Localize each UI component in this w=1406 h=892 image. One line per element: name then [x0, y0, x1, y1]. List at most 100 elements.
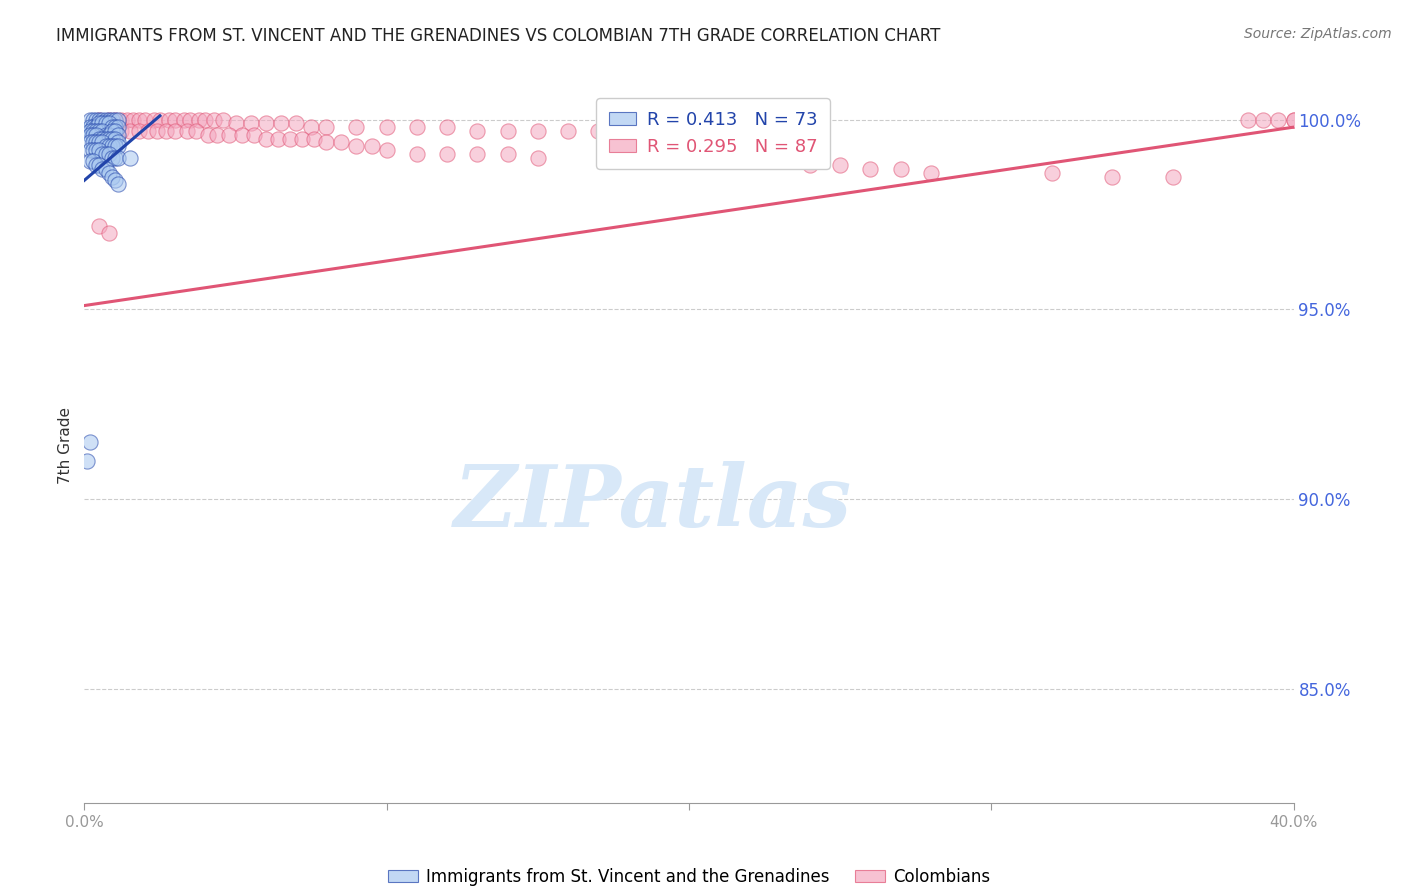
Point: [128, 112, 150, 127]
Point: [82, 143, 104, 157]
Point: [278, 131, 301, 145]
Point: [890, 161, 912, 176]
Point: [94, 131, 117, 145]
Point: [89, 131, 111, 145]
Point: [100, 120, 122, 135]
Point: [89, 116, 111, 130]
Point: [406, 146, 429, 161]
Point: [1237, 112, 1260, 127]
Point: [406, 120, 429, 135]
Point: [100, 151, 122, 165]
Point: [79, 143, 101, 157]
Point: [89, 136, 111, 150]
Point: [97, 116, 120, 130]
Point: [302, 131, 325, 145]
Point: [231, 128, 253, 142]
Point: [118, 151, 141, 165]
Point: [186, 124, 208, 138]
Point: [194, 112, 217, 127]
Point: [104, 131, 127, 145]
Text: Source: ZipAtlas.com: Source: ZipAtlas.com: [1244, 27, 1392, 41]
Point: [110, 124, 132, 138]
Point: [179, 112, 201, 127]
Point: [91, 161, 114, 176]
Point: [1101, 169, 1123, 184]
Point: [89, 158, 111, 172]
Point: [136, 124, 159, 138]
Point: [104, 120, 127, 135]
Point: [91, 131, 114, 145]
Point: [142, 112, 165, 127]
Point: [149, 112, 172, 127]
Point: [79, 112, 101, 127]
Point: [467, 146, 489, 161]
Point: [100, 131, 122, 145]
Point: [79, 154, 101, 169]
Point: [97, 112, 120, 127]
Point: [86, 143, 108, 157]
Point: [100, 139, 122, 153]
Legend: Immigrants from St. Vincent and the Grenadines, Colombians: Immigrants from St. Vincent and the Gren…: [381, 861, 997, 892]
Point: [330, 136, 353, 150]
Point: [97, 128, 120, 142]
Point: [79, 120, 101, 135]
Point: [86, 112, 108, 127]
Point: [79, 128, 101, 142]
Point: [285, 116, 308, 130]
Point: [212, 112, 235, 127]
Point: [218, 128, 240, 142]
Point: [1040, 166, 1063, 180]
Point: [82, 136, 104, 150]
Point: [207, 128, 229, 142]
Point: [86, 136, 108, 150]
Point: [107, 151, 129, 165]
Point: [146, 124, 169, 138]
Point: [100, 124, 122, 138]
Point: [1282, 112, 1305, 127]
Point: [202, 112, 225, 127]
Point: [436, 146, 458, 161]
Point: [920, 166, 942, 180]
Point: [110, 112, 132, 127]
Point: [254, 131, 277, 145]
Point: [76, 454, 98, 468]
Point: [91, 124, 114, 138]
Point: [617, 124, 640, 138]
Point: [830, 158, 852, 172]
Point: [89, 219, 111, 233]
Point: [94, 139, 117, 153]
Point: [97, 146, 120, 161]
Point: [89, 112, 111, 127]
Point: [1282, 112, 1305, 127]
Point: [94, 112, 117, 127]
Point: [315, 136, 337, 150]
Point: [97, 227, 120, 241]
Point: [107, 139, 129, 153]
Point: [91, 112, 114, 127]
Point: [799, 158, 821, 172]
Point: [82, 120, 104, 135]
Point: [82, 124, 104, 138]
Point: [496, 146, 519, 161]
Point: [121, 112, 143, 127]
Point: [104, 151, 127, 165]
Point: [91, 146, 114, 161]
Point: [100, 112, 122, 127]
Point: [242, 128, 264, 142]
Point: [118, 124, 141, 138]
Point: [86, 124, 108, 138]
Point: [104, 124, 127, 138]
Point: [1253, 112, 1275, 127]
Point: [104, 173, 127, 187]
Point: [360, 139, 382, 153]
Point: [82, 124, 104, 138]
Point: [134, 112, 156, 127]
Point: [107, 120, 129, 135]
Text: ZIPatlas: ZIPatlas: [454, 461, 852, 545]
Point: [91, 136, 114, 150]
Point: [738, 154, 761, 169]
Point: [709, 154, 731, 169]
Point: [86, 158, 108, 172]
Point: [104, 112, 127, 127]
Point: [225, 116, 247, 130]
